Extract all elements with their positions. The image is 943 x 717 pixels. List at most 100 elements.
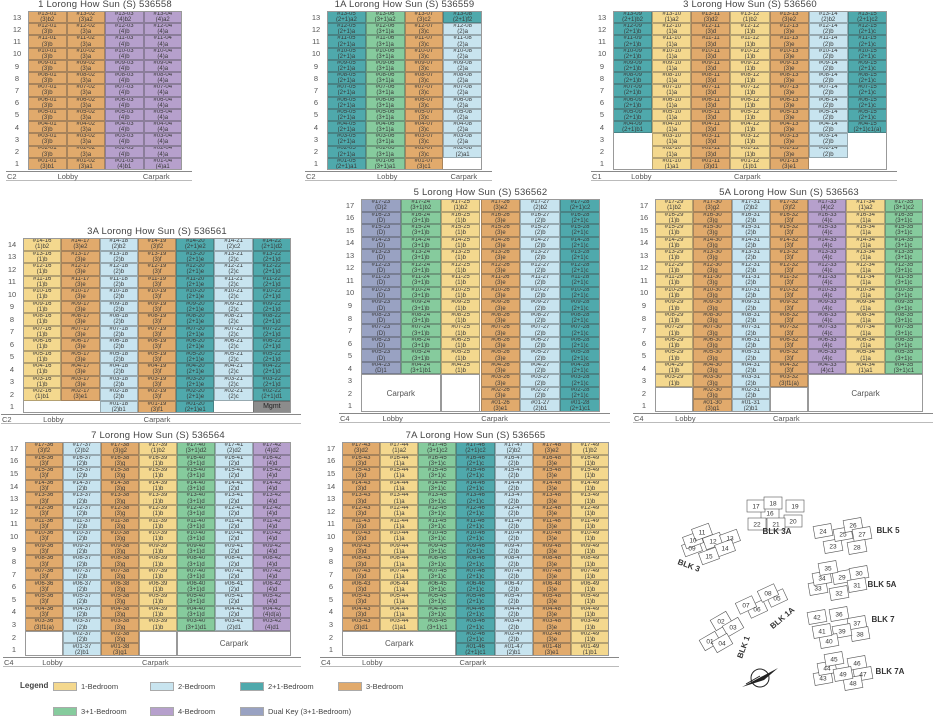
unit-cell[interactable]: #05-14 (2)b (808, 108, 848, 122)
unit-cell[interactable]: #09-17 (3)e (61, 300, 100, 313)
unit-cell[interactable]: #04-13 (3)e (769, 121, 809, 134)
unit-cell[interactable]: #03-14 (2)b (808, 133, 848, 146)
unit-cell[interactable]: #10-07 (3)c (404, 47, 444, 60)
unit-cell[interactable]: #11-04 (4)a (143, 35, 182, 48)
unit-cell[interactable]: #09-02 (3)a (66, 59, 105, 73)
unit-cell[interactable]: #04-06 (3+1)a (365, 121, 405, 134)
unit-cell[interactable]: #12-14 (2)b (808, 23, 848, 36)
unit-cell[interactable]: #11-08 (2)a (443, 35, 482, 48)
unit-cell[interactable]: #06-16 (1)b (23, 338, 62, 351)
unit-cell[interactable]: #03-11 (3)d (691, 133, 731, 146)
unit-cell[interactable]: #02-05 (2+1)a (327, 145, 366, 158)
unit-cell[interactable]: #07-07 (3)c (404, 84, 444, 97)
unit-cell[interactable]: #07-11 (3)d (691, 84, 731, 97)
unit-cell[interactable]: #07-14 (2)b (808, 84, 848, 97)
unit-cell[interactable]: #09-07 (3)c (404, 59, 444, 73)
unit-cell[interactable]: #01-03 (4)b1 (105, 157, 144, 170)
unit-cell[interactable]: #02-07 (3)c (404, 145, 444, 158)
unit-cell[interactable]: #08-07 (3)c (404, 72, 444, 85)
unit-cell[interactable]: #07-04 (4)a (143, 84, 182, 97)
unit-cell[interactable]: #11-09 (2+1)b (613, 35, 653, 48)
unit-cell[interactable]: #05-07 (3)c (404, 108, 444, 122)
unit-cell[interactable]: #14-16 (1)b2 (23, 238, 62, 251)
unit-cell[interactable]: #04-05 (2+1)a (327, 121, 366, 134)
unit-cell[interactable]: #10-01 (3)b (28, 47, 67, 60)
unit-cell[interactable]: #11-02 (3)a (66, 35, 105, 48)
unit-cell[interactable]: #06-05 (2+1)a (327, 96, 366, 109)
unit-cell[interactable]: #09-01 (3)b (28, 59, 67, 73)
unit-cell[interactable]: #08-13 (3)e (769, 72, 809, 85)
unit-cell[interactable]: #08-10 (1)a (652, 72, 692, 85)
unit-cell[interactable]: #03-01 (3)b (28, 133, 67, 146)
unit-cell[interactable]: #04-12 (1)b (730, 121, 770, 134)
unit-cell[interactable]: #07-12 (1)b (730, 84, 770, 97)
unit-cell[interactable]: #06-17 (3)e (61, 338, 100, 351)
unit-cell[interactable]: #05-06 (3+1)a (365, 108, 405, 122)
unit-cell[interactable]: #12-08 (2)a (443, 23, 482, 36)
unit-cell[interactable]: #05-13 (3)e (769, 108, 809, 122)
unit-cell[interactable]: #10-06 (3+1)a (365, 47, 405, 60)
unit-cell[interactable]: #04-08 (2)a (443, 121, 482, 134)
unit-cell[interactable]: #08-09 (2+1)b (613, 72, 653, 85)
unit-cell[interactable]: #07-16 (1)b (23, 325, 62, 338)
unit-cell[interactable]: #04-11 (3)d (691, 121, 731, 134)
unit-cell[interactable]: #05-02 (3)a (66, 108, 105, 122)
unit-cell[interactable]: #04-14 (2)b (808, 121, 848, 134)
unit-cell[interactable]: #10-12 (1)b (730, 47, 770, 60)
unit-cell[interactable]: #11-16 (1)b (23, 275, 62, 288)
unit-cell[interactable]: #12-05 (2+1)a (327, 23, 366, 36)
unit-cell[interactable]: #07-10 (1)a (652, 84, 692, 97)
unit-cell[interactable]: #04-17 (3)e (61, 363, 100, 376)
unit-cell[interactable]: #05-11 (3)d (691, 108, 731, 122)
unit-cell[interactable]: #11-10 (1)a (652, 35, 692, 48)
unit-cell[interactable]: #07-08 (2)a (443, 84, 482, 97)
unit-cell[interactable]: #08-16 (1)b (23, 313, 62, 326)
unit-cell[interactable]: #07-13 (3)e (769, 84, 809, 97)
unit-cell[interactable]: #04-01 (3)b (28, 121, 67, 134)
unit-cell[interactable]: #02-01 (3)b (28, 145, 67, 158)
unit-cell[interactable]: #07-06 (3+1)a (365, 84, 405, 97)
unit-cell[interactable]: #06-09 (2+1)b (613, 96, 653, 109)
unit-cell[interactable]: #03-03 (4)b (105, 133, 144, 146)
unit-cell[interactable]: #10-08 (2)a (443, 47, 482, 60)
unit-cell[interactable]: #10-15 (2+1)c (847, 47, 887, 60)
unit-cell[interactable]: #11-13 (3)e (769, 35, 809, 48)
unit-cell[interactable]: #03-02 (3)a (66, 133, 105, 146)
unit-cell[interactable]: #04-02 (3)a (66, 121, 105, 134)
unit-cell[interactable]: #02-08 (2)a1 (443, 145, 482, 158)
unit-cell[interactable]: #02-10 (1)a (652, 145, 692, 158)
unit-cell[interactable]: #13-03 (4)b2 (105, 11, 144, 24)
unit-cell[interactable]: #05-17 (3)e (61, 350, 100, 363)
unit-cell[interactable]: #13-17 (3)e (61, 250, 100, 263)
unit-cell[interactable]: #01-12 (1)b1 (730, 157, 770, 170)
unit-cell[interactable]: #09-11 (3)d (691, 59, 731, 73)
unit-cell[interactable]: #13-06 (3+1)a2 (365, 11, 405, 24)
unit-cell[interactable]: #04-04 (4)a (143, 121, 182, 134)
unit-cell[interactable]: #06-07 (3)c (404, 96, 444, 109)
unit-cell[interactable]: #05-05 (2+1)a (327, 108, 366, 122)
unit-cell[interactable]: #08-11 (3)d (691, 72, 731, 85)
unit-cell[interactable]: #12-04 (4)a (143, 23, 182, 36)
unit-cell[interactable]: #03-12 (1)b (730, 133, 770, 146)
unit-cell[interactable]: #12-02 (3)a (66, 23, 105, 36)
unit-cell[interactable]: #10-02 (3)a (66, 47, 105, 60)
unit-cell[interactable]: #06-15 (2+1)c (847, 96, 887, 109)
unit-cell[interactable]: #03-16 (1)b (23, 375, 62, 388)
unit-cell[interactable]: #11-17 (3)e (61, 275, 100, 288)
unit-cell[interactable]: #03-17 (3)e (61, 375, 100, 388)
unit-cell[interactable]: #04-10 (1)a (652, 121, 692, 134)
unit-cell[interactable]: #08-08 (2)a (443, 72, 482, 85)
unit-cell[interactable]: #05-15 (2+1)c (847, 108, 887, 122)
unit-cell[interactable]: #12-03 (4)b (105, 23, 144, 36)
unit-cell[interactable]: #04-03 (4)b (105, 121, 144, 134)
unit-cell[interactable]: #06-12 (1)b (730, 96, 770, 109)
unit-cell[interactable]: #13-10 (1)a2 (652, 11, 692, 24)
unit-cell[interactable]: #06-13 (3)e (769, 96, 809, 109)
unit-cell[interactable]: #11-06 (3+1)a (365, 35, 405, 48)
unit-cell[interactable]: #05-03 (4)b (105, 108, 144, 122)
unit-cell[interactable]: #02-04 (4)a (143, 145, 182, 158)
unit-cell[interactable]: #02-13 (3)e (769, 145, 809, 158)
unit-cell[interactable]: #03-06 (3+1)a (365, 133, 405, 146)
unit-cell[interactable]: #08-05 (2+1)a (327, 72, 366, 85)
unit-cell[interactable]: #08-01 (3)b (28, 72, 67, 85)
